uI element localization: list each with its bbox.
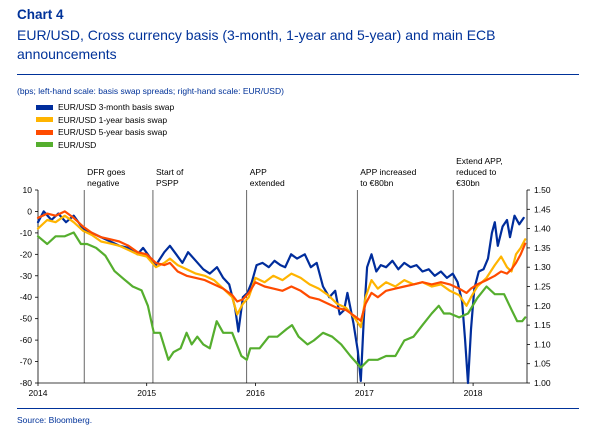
annotation-label: negative — [87, 178, 119, 188]
title-rule — [17, 74, 579, 75]
legend-item-fx: EUR/USD — [36, 139, 174, 152]
annotation-label: extended — [250, 178, 285, 188]
y-left-tick-label: -10 — [20, 228, 33, 238]
annotation-label: PSPP — [156, 178, 179, 188]
legend-item-5y: EUR/USD 5-year basis swap — [36, 126, 174, 139]
y-left-tick-label: 10 — [23, 185, 33, 195]
chart-subtitle: (bps; left-hand scale: basis swap spread… — [17, 86, 284, 96]
annotation-label: APP — [250, 167, 267, 177]
y-right-tick-label: 1.30 — [534, 262, 551, 272]
y-left-tick-label: -80 — [20, 378, 33, 388]
chart-title: EUR/USD, Cross currency basis (3-month, … — [17, 27, 496, 62]
y-right-tick-label: 1.40 — [534, 224, 551, 234]
y-right-tick-label: 1.15 — [534, 320, 551, 330]
legend-label-fx: EUR/USD — [58, 139, 97, 150]
legend-label-5y: EUR/USD 5-year basis swap — [58, 127, 168, 138]
x-tick-label: 2014 — [29, 388, 48, 398]
y-left-tick-label: -30 — [20, 271, 33, 281]
x-tick-label: 2015 — [137, 388, 156, 398]
y-right-tick-label: 1.20 — [534, 301, 551, 311]
chart-label: Chart 4 — [17, 7, 64, 22]
y-right-tick-label: 1.35 — [534, 243, 551, 253]
y-left-tick-label: -50 — [20, 314, 33, 324]
footer-rule — [17, 408, 579, 409]
annotation-label: Start of — [156, 167, 184, 177]
legend-label-3m: EUR/USD 3-month basis swap — [58, 102, 175, 113]
legend-item-1y: EUR/USD 1-year basis swap — [36, 114, 174, 127]
y-left-tick-label: -60 — [20, 335, 33, 345]
legend-item-3m: EUR/USD 3-month basis swap — [36, 101, 174, 114]
x-tick-label: 2016 — [246, 388, 265, 398]
annotation-label: APP increased — [360, 167, 416, 177]
y-right-tick-label: 1.00 — [534, 378, 551, 388]
legend-swatch-fx — [36, 142, 53, 148]
y-left-tick-label: -70 — [20, 357, 33, 367]
source-note: Source: Bloomberg. — [17, 415, 93, 425]
legend-swatch-1y — [36, 117, 53, 123]
annotation-label: €30bn — [456, 178, 480, 188]
y-left-tick-label: 0 — [27, 206, 32, 216]
series-line-2 — [36, 210, 527, 322]
legend-label-1y: EUR/USD 1-year basis swap — [58, 114, 168, 125]
y-left-tick-label: -40 — [20, 292, 33, 302]
series-line-1 — [36, 214, 527, 329]
legend-swatch-5y — [36, 129, 53, 135]
legend: EUR/USD 3-month basis swap EUR/USD 1-yea… — [36, 101, 174, 151]
y-right-tick-label: 1.45 — [534, 204, 551, 214]
series-line-3 — [36, 231, 527, 369]
y-right-tick-label: 1.50 — [534, 185, 551, 195]
annotation-label: reduced to — [456, 167, 496, 177]
legend-swatch-3m — [36, 104, 53, 110]
annotation-label: Extend APP, — [456, 156, 503, 166]
x-tick-label: 2017 — [355, 388, 374, 398]
series-line-0 — [36, 210, 525, 385]
y-right-tick-label: 1.10 — [534, 339, 551, 349]
x-tick-label: 2018 — [464, 388, 483, 398]
y-right-tick-label: 1.25 — [534, 282, 551, 292]
y-left-tick-label: -20 — [20, 249, 33, 259]
annotation-label: DFR goes — [87, 167, 125, 177]
annotation-label: to €80bn — [360, 178, 393, 188]
y-right-tick-label: 1.05 — [534, 359, 551, 369]
